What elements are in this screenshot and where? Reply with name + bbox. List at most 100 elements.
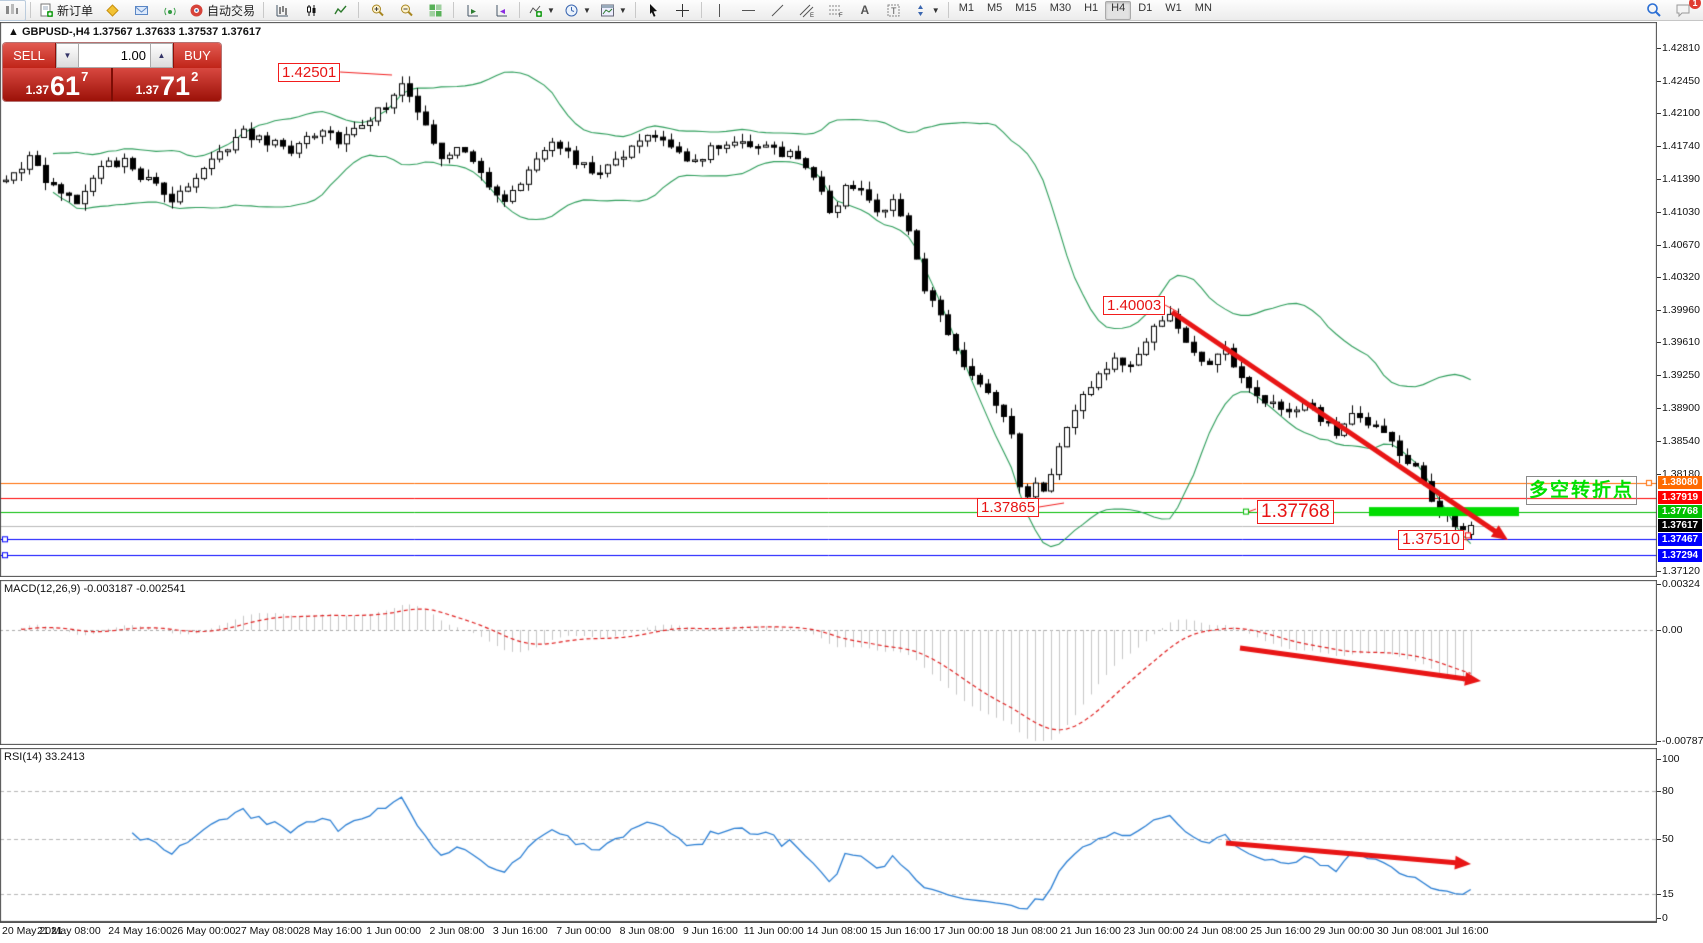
chevron-down-icon: ▼	[618, 5, 627, 15]
sell-button[interactable]: SELL	[3, 43, 56, 68]
one-click-trading-panel: SELL ▼ ▲ BUY 1.37 61 7 1.37 71 2	[3, 43, 221, 101]
periods-button[interactable]: ▼	[560, 0, 595, 21]
search-button[interactable]	[1640, 0, 1668, 21]
axis-tick-mark	[1657, 759, 1661, 760]
axis-tick-mark	[1657, 790, 1661, 792]
toolbar-separator	[453, 2, 455, 18]
zoom-in-button[interactable]	[363, 0, 391, 21]
auto-scroll-button[interactable]	[458, 0, 486, 21]
timeframe-m15[interactable]: M15	[1015, 1, 1037, 14]
timeframe-m5[interactable]: M5	[987, 1, 1003, 14]
timeframe-h4[interactable]: H4	[1105, 0, 1132, 20]
zoom-out-button[interactable]	[392, 0, 420, 21]
price-badge: 1.37467	[1658, 532, 1702, 546]
text-label-button[interactable]: T	[880, 0, 908, 21]
horizontal-line-button[interactable]	[735, 0, 763, 21]
fibonacci-button[interactable]: F	[822, 0, 850, 21]
vertical-line-button[interactable]	[706, 0, 734, 21]
notifications-button[interactable]: 1	[1669, 0, 1701, 21]
axis-tick-mark	[1657, 407, 1661, 409]
indicators-icon	[529, 5, 543, 17]
axis-tick-mark	[1657, 342, 1661, 344]
volume-increase-button[interactable]: ▲	[150, 43, 173, 68]
toolbar-separator	[634, 2, 636, 18]
toolbar-separator	[358, 2, 360, 18]
macd-pane[interactable]	[0, 580, 1657, 745]
indicators-button[interactable]: ▼	[524, 0, 559, 21]
templates-button[interactable]: ▼	[596, 0, 631, 21]
mail-icon	[134, 5, 148, 15]
timeframe-h1[interactable]: H1	[1084, 1, 1099, 14]
channel-button[interactable]: E	[793, 0, 821, 21]
autotrading-button[interactable]: 自动交易	[185, 0, 259, 21]
buy-price-pipette: 2	[191, 69, 199, 84]
timeframe-w1[interactable]: W1	[1165, 1, 1182, 14]
price-tick-label: 1.40320	[1662, 270, 1700, 283]
price-label-pivot[interactable]: 1.37768	[1257, 500, 1334, 524]
time-axis-label: 21 May 08:00	[37, 925, 101, 937]
price-badge: 1.37294	[1658, 548, 1702, 562]
price-tick-label: 1.39250	[1662, 369, 1700, 382]
trendline-icon	[771, 4, 784, 16]
axis-tick-mark	[1657, 244, 1661, 246]
line-chart-button[interactable]	[326, 0, 354, 21]
time-axis-label: 15 Jun 16:00	[870, 925, 931, 937]
chart-title: ▲ GBPUSD-,H4 1.37567 1.37633 1.37537 1.3…	[8, 26, 261, 38]
terminal-button[interactable]	[127, 0, 155, 21]
price-label-recent-low[interactable]: 1.37510	[1398, 530, 1464, 551]
tile-windows-button[interactable]	[421, 0, 449, 21]
zoom-out-icon	[400, 4, 413, 16]
gold-diamond-icon	[105, 3, 119, 17]
horizontal-line-icon	[742, 9, 756, 11]
price-tick-label: 1.42810	[1662, 42, 1700, 54]
price-tick-label: 1.42450	[1662, 75, 1700, 88]
app-icon[interactable]	[0, 0, 26, 21]
text-button[interactable]: A	[860, 3, 870, 17]
cursor-button[interactable]	[640, 0, 668, 21]
axis-tick-mark	[1657, 630, 1661, 631]
price-tick-label: 1.38900	[1662, 401, 1700, 414]
price-badge: 1.37768	[1658, 505, 1702, 519]
auto-scroll-icon	[467, 4, 478, 16]
price-label-peak[interactable]: 1.42501	[278, 63, 341, 83]
rsi-pane[interactable]	[0, 748, 1657, 922]
broadcast-button[interactable]	[156, 0, 184, 21]
timeframe-m1[interactable]: M1	[958, 1, 974, 14]
arrows-button[interactable]: ▼	[909, 0, 944, 21]
pivot-annotation-cn[interactable]: 多空转折点	[1526, 476, 1638, 505]
macd-label: MACD(12,26,9) -0.003187 -0.002541	[4, 583, 186, 595]
price-chart-pane[interactable]	[0, 22, 1657, 577]
rsi-label: RSI(14) 33.2413	[4, 751, 85, 763]
volume-input[interactable]	[79, 43, 150, 68]
new-order-button[interactable]: 新订单	[35, 0, 97, 21]
axis-tick-mark	[1657, 81, 1661, 83]
time-axis-label: 1 Jul 16:00	[1437, 925, 1489, 937]
rsi-scale-label: 100	[1662, 753, 1680, 765]
price-label-swing-high[interactable]: 1.40003	[1103, 296, 1166, 316]
timeframe-mn[interactable]: MN	[1194, 1, 1212, 14]
axis-tick-mark	[1657, 584, 1661, 586]
time-axis-label: 8 Jun 08:00	[619, 925, 675, 937]
price-label-crash-low[interactable]: 1.37865	[977, 498, 1040, 518]
volume-decrease-button[interactable]: ▼	[56, 43, 79, 68]
crosshair-button[interactable]	[669, 0, 697, 21]
buy-button[interactable]: BUY	[173, 43, 221, 68]
time-axis-label: 2 Jun 08:00	[429, 925, 485, 937]
time-axis-label: 24 May 16:00	[108, 925, 172, 937]
bar-chart-button[interactable]	[268, 0, 296, 21]
buy-price-prefix: 1.37	[135, 83, 160, 97]
candlestick-chart-button[interactable]	[297, 0, 325, 21]
toolbar-separator	[263, 2, 265, 18]
autotrading-label: 自动交易	[207, 3, 256, 18]
market-watch-button[interactable]	[98, 0, 126, 21]
buy-price-display[interactable]: 1.37 71 2	[113, 68, 221, 101]
timeframe-d1[interactable]: D1	[1138, 1, 1153, 14]
timeframe-m30[interactable]: M30	[1049, 1, 1072, 14]
sell-price-display[interactable]: 1.37 61 7	[3, 68, 113, 101]
chart-shift-button[interactable]	[487, 0, 515, 21]
toolbar-separator	[30, 2, 31, 18]
time-axis-label: 18 Jun 08:00	[996, 925, 1058, 937]
clock-icon	[565, 4, 578, 16]
chevron-down-icon: ▼	[547, 5, 555, 15]
trendline-button[interactable]	[764, 0, 792, 21]
